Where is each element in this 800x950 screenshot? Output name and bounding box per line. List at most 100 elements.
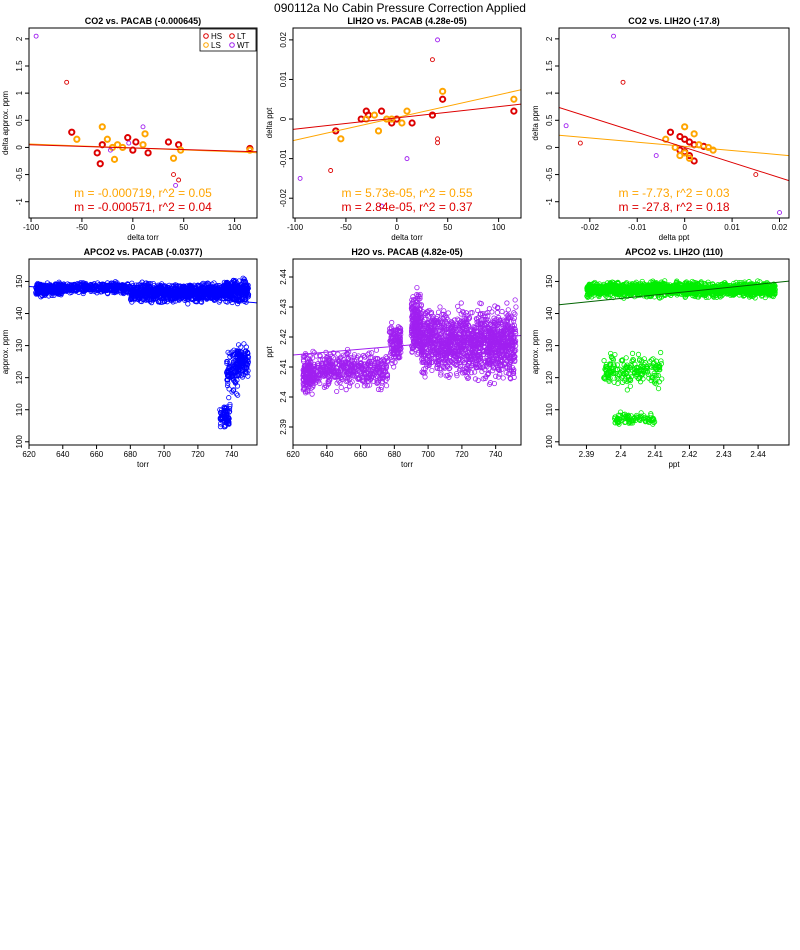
data-point (230, 388, 236, 394)
data-point (457, 363, 463, 369)
plot-frame (292, 27, 522, 219)
data-point (38, 294, 44, 300)
legend-label: LT (237, 32, 246, 41)
data-point (448, 321, 454, 327)
data-point (57, 289, 64, 295)
data-point (383, 369, 389, 375)
data-point (378, 387, 384, 393)
data-point (366, 350, 372, 356)
legend-marker (203, 42, 209, 48)
data-point (458, 300, 464, 306)
data-point (388, 119, 396, 127)
data-point (235, 392, 241, 398)
data-point (147, 298, 153, 304)
data-point (408, 119, 416, 127)
data-point (490, 368, 496, 374)
data-point (370, 111, 379, 119)
data-point (422, 341, 428, 348)
plot-frame (558, 27, 790, 219)
data-point (79, 282, 85, 288)
data-point (475, 377, 481, 383)
data-point (685, 154, 694, 162)
data-point (234, 364, 240, 371)
data-point (345, 368, 351, 374)
data-point (39, 283, 45, 289)
data-point (438, 370, 444, 376)
data-point (446, 359, 452, 366)
data-point (398, 329, 404, 335)
data-point (397, 339, 403, 345)
data-point (506, 342, 512, 348)
data-point (513, 343, 519, 349)
data-point (145, 291, 151, 297)
fit-annotation: m = -27.8, r^2 = 0.18 (618, 200, 729, 214)
data-point (681, 123, 689, 131)
data-point (504, 364, 510, 370)
data-point (455, 323, 462, 329)
data-point (242, 369, 249, 375)
data-point (441, 314, 447, 320)
data-point (447, 372, 453, 378)
data-point (334, 388, 340, 395)
data-point (132, 295, 139, 301)
data-point (433, 349, 439, 355)
chart-title: H2O vs. PACAB (4.82e-05) (351, 247, 462, 257)
data-point (304, 381, 311, 387)
data-point (379, 203, 385, 209)
data-point (367, 370, 373, 376)
data-point (164, 289, 170, 295)
data-point (492, 340, 498, 346)
x-tick-label: 0.02 (772, 223, 788, 232)
data-point (480, 324, 486, 330)
data-point (314, 364, 321, 370)
data-point (444, 349, 450, 355)
data-point (148, 300, 155, 306)
y-tick-label: 2.43 (279, 299, 288, 315)
data-point (232, 283, 239, 289)
data-point (233, 391, 240, 397)
data-point (138, 282, 145, 289)
data-point (372, 362, 378, 369)
data-point (232, 292, 238, 298)
data-point (192, 290, 198, 296)
data-point (139, 279, 145, 285)
data-point (506, 315, 512, 321)
data-point (435, 140, 440, 146)
data-point (344, 346, 351, 353)
data-point (429, 57, 435, 63)
x-tick-label: -50 (340, 223, 352, 232)
data-point (239, 372, 245, 378)
data-point (90, 284, 97, 290)
data-point (468, 370, 475, 376)
data-point (64, 79, 70, 85)
data-point (427, 347, 433, 353)
data-point (395, 347, 402, 353)
x-tick-label: 680 (388, 450, 402, 459)
x-tick-label: 0 (682, 223, 687, 232)
data-point (349, 357, 355, 363)
data-point (218, 416, 224, 422)
chart-title: LIH2O vs. PACAB (4.28e-05) (347, 16, 466, 26)
data-point (676, 151, 684, 160)
data-point (198, 299, 204, 305)
data-point (304, 370, 310, 376)
data-point (462, 327, 469, 333)
plot-frame (28, 258, 258, 446)
y-tick-label: 0.5 (15, 114, 24, 126)
data-point (326, 380, 332, 386)
y-tick-label: -0.5 (15, 167, 24, 181)
data-point (412, 303, 418, 309)
x-tick-label: 720 (191, 450, 205, 459)
data-point (482, 314, 488, 320)
data-point (242, 348, 248, 355)
data-point (472, 376, 479, 382)
legend-marker (229, 33, 235, 39)
data-point (472, 361, 478, 367)
data-point (358, 366, 364, 372)
data-point (369, 375, 375, 381)
x-axis-label: torr (137, 460, 149, 469)
data-point (485, 309, 491, 316)
data-point (143, 295, 149, 301)
fit-line (29, 144, 257, 153)
data-point (334, 380, 340, 386)
